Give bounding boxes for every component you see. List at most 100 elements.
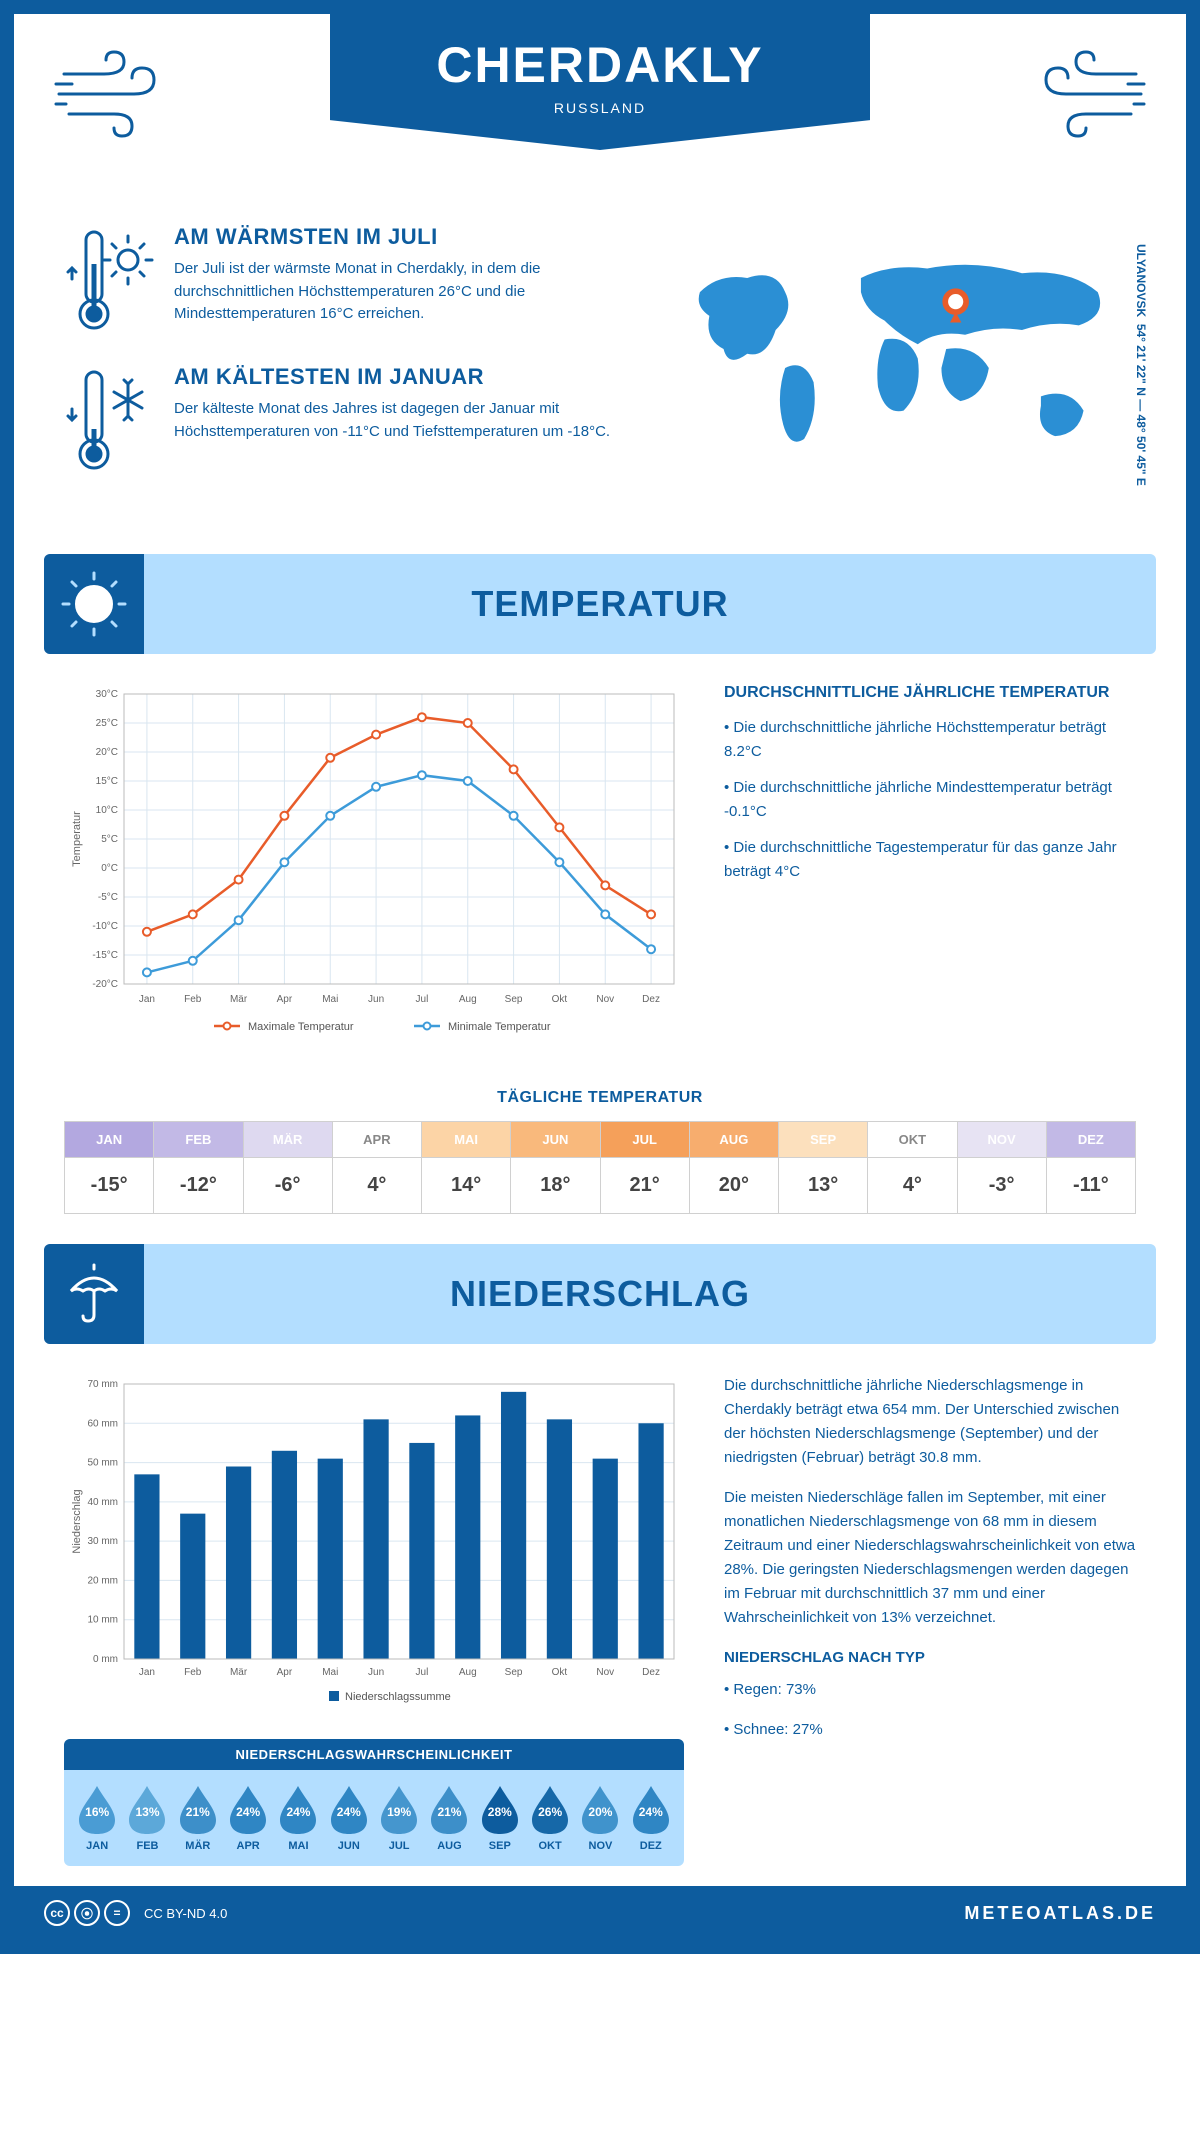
wind-icon	[54, 44, 194, 144]
probability-drops: 16%JAN13%FEB21%MÄR24%APR24%MAI24%JUN19%J…	[64, 1770, 684, 1856]
month-cell: APR4°	[333, 1122, 422, 1213]
svg-text:0 mm: 0 mm	[93, 1654, 118, 1665]
svg-text:15°C: 15°C	[96, 776, 118, 787]
svg-text:Jan: Jan	[139, 994, 155, 1005]
precip-paragraph: Die durchschnittliche jährliche Niedersc…	[724, 1374, 1136, 1470]
svg-text:Minimale Temperatur: Minimale Temperatur	[448, 1021, 551, 1033]
fact-point: • Die durchschnittliche jährliche Mindes…	[724, 776, 1136, 824]
svg-text:Jan: Jan	[139, 1667, 155, 1678]
svg-text:Niederschlagssumme: Niederschlagssumme	[345, 1691, 451, 1703]
country-subtitle: RUSSLAND	[330, 100, 870, 116]
city-title: CHERDAKLY	[330, 36, 870, 94]
svg-text:20°C: 20°C	[96, 747, 118, 758]
section-title: NIEDERSCHLAG	[450, 1273, 750, 1315]
svg-text:Aug: Aug	[459, 994, 477, 1005]
temperature-section-header: TEMPERATUR	[44, 554, 1156, 654]
nd-icon: =	[104, 1900, 130, 1926]
svg-text:60 mm: 60 mm	[87, 1418, 118, 1429]
svg-text:Nov: Nov	[596, 994, 614, 1005]
svg-text:-10°C: -10°C	[92, 921, 118, 932]
svg-text:70 mm: 70 mm	[87, 1379, 118, 1390]
month-cell: JUN18°	[511, 1122, 600, 1213]
precip-type-title: NIEDERSCHLAG NACH TYP	[724, 1646, 1136, 1670]
svg-text:0°C: 0°C	[101, 863, 118, 874]
svg-text:25°C: 25°C	[96, 718, 118, 729]
month-cell: MAI14°	[422, 1122, 511, 1213]
svg-text:Mai: Mai	[322, 994, 338, 1005]
svg-text:Dez: Dez	[642, 1667, 660, 1678]
svg-text:10°C: 10°C	[96, 805, 118, 816]
section-title: TEMPERATUR	[471, 583, 728, 625]
intro-section: AM WÄRMSTEN IM JULI Der Juli ist der wär…	[14, 204, 1186, 534]
drop-cell: 24%JUN	[324, 1782, 374, 1852]
drop-cell: 20%NOV	[575, 1782, 625, 1852]
drop-cell: 24%APR	[223, 1782, 273, 1852]
thermometer-cold-icon	[64, 364, 154, 474]
precipitation-body: 0 mm 10 mm 20 mm 30 mm 40 mm 50 mm 60 mm 70 mm J…	[14, 1364, 1186, 1886]
warmest-fact: AM WÄRMSTEN IM JULI Der Juli ist der wär…	[64, 224, 632, 334]
drop-cell: 21%AUG	[424, 1782, 474, 1852]
drop-cell: 19%JUL	[374, 1782, 424, 1852]
by-icon: ⦿	[74, 1900, 100, 1926]
fact-point: • Die durchschnittliche jährliche Höchst…	[724, 716, 1136, 764]
svg-text:Jul: Jul	[416, 994, 429, 1005]
precip-paragraph: Die meisten Niederschläge fallen im Sept…	[724, 1486, 1136, 1630]
month-cell: JUL21°	[601, 1122, 690, 1213]
fact-text: Der Juli ist der wärmste Monat in Cherda…	[174, 258, 632, 326]
temperature-body: -20°C -15°C -10°C -5°C 0°C 5°C 10°C 15°C 20°C 25°…	[14, 674, 1186, 1069]
month-cell: OKT4°	[868, 1122, 957, 1213]
svg-text:-5°C: -5°C	[98, 892, 118, 903]
sun-icon	[44, 554, 144, 654]
svg-text:10 mm: 10 mm	[87, 1615, 118, 1626]
svg-text:Mär: Mär	[230, 1667, 248, 1678]
svg-text:Feb: Feb	[184, 994, 202, 1005]
header: CHERDAKLY RUSSLAND	[14, 14, 1186, 204]
svg-text:50 mm: 50 mm	[87, 1458, 118, 1469]
svg-text:Apr: Apr	[277, 994, 293, 1005]
precipitation-bar-chart: 0 mm 10 mm 20 mm 30 mm 40 mm 50 mm 60 mm 70 mm J…	[64, 1374, 684, 1714]
svg-text:Sep: Sep	[505, 1667, 523, 1678]
svg-text:-15°C: -15°C	[92, 950, 118, 961]
svg-text:Temperatur: Temperatur	[71, 811, 83, 867]
drop-cell: 24%MAI	[273, 1782, 323, 1852]
month-cell: JAN-15°	[65, 1122, 154, 1213]
svg-text:5°C: 5°C	[101, 834, 118, 845]
month-cell: MÄR-6°	[244, 1122, 333, 1213]
drop-cell: 28%SEP	[475, 1782, 525, 1852]
wind-icon	[1006, 44, 1146, 144]
probability-title: NIEDERSCHLAGSWAHRSCHEINLICHKEIT	[64, 1739, 684, 1770]
facts-heading: DURCHSCHNITTLICHE JÄHRLICHE TEMPERATUR	[724, 684, 1136, 702]
svg-text:20 mm: 20 mm	[87, 1575, 118, 1586]
world-map-block: ULYANOVSK 54° 21' 22" N — 48° 50' 45" E	[662, 224, 1136, 504]
intro-facts: AM WÄRMSTEN IM JULI Der Juli ist der wär…	[64, 224, 632, 504]
drop-cell: 16%JAN	[72, 1782, 122, 1852]
svg-text:Mär: Mär	[230, 994, 248, 1005]
thermometer-hot-icon	[64, 224, 154, 334]
svg-text:30 mm: 30 mm	[87, 1536, 118, 1547]
temperature-chart: -20°C -15°C -10°C -5°C 0°C 5°C 10°C 15°C 20°C 25°…	[64, 684, 684, 1049]
svg-text:Mai: Mai	[322, 1667, 338, 1678]
daily-temp-title: TÄGLICHE TEMPERATUR	[14, 1089, 1186, 1107]
svg-text:Nov: Nov	[596, 1667, 614, 1678]
fact-title: AM KÄLTESTEN IM JANUAR	[174, 364, 632, 390]
drop-cell: 13%FEB	[122, 1782, 172, 1852]
svg-text:40 mm: 40 mm	[87, 1497, 118, 1508]
svg-text:Maximale Temperatur: Maximale Temperatur	[248, 1021, 354, 1033]
precipitation-section-header: NIEDERSCHLAG	[44, 1244, 1156, 1344]
svg-text:Aug: Aug	[459, 1667, 477, 1678]
precipitation-chart-col: 0 mm 10 mm 20 mm 30 mm 40 mm 50 mm 60 mm 70 mm J…	[64, 1374, 684, 1866]
svg-text:-20°C: -20°C	[92, 979, 118, 990]
drop-cell: 21%MÄR	[173, 1782, 223, 1852]
drop-cell: 26%OKT	[525, 1782, 575, 1852]
month-cell: FEB-12°	[154, 1122, 243, 1213]
title-banner: CHERDAKLY RUSSLAND	[330, 14, 870, 150]
probability-box: NIEDERSCHLAGSWAHRSCHEINLICHKEIT 16%JAN13…	[64, 1739, 684, 1866]
fact-title: AM WÄRMSTEN IM JULI	[174, 224, 632, 250]
precip-type-point: • Schnee: 27%	[724, 1718, 1136, 1742]
coldest-fact: AM KÄLTESTEN IM JANUAR Der kälteste Mona…	[64, 364, 632, 474]
infographic-page: CHERDAKLY RUSSLAND AM WÄRMSTEN IM JULI D…	[0, 0, 1200, 1954]
license-label: CC BY-ND 4.0	[144, 1906, 227, 1921]
fact-point: • Die durchschnittliche Tagestemperatur …	[724, 836, 1136, 884]
month-cell: AUG20°	[690, 1122, 779, 1213]
coordinates-label: ULYANOVSK 54° 21' 22" N — 48° 50' 45" E	[1134, 244, 1148, 486]
